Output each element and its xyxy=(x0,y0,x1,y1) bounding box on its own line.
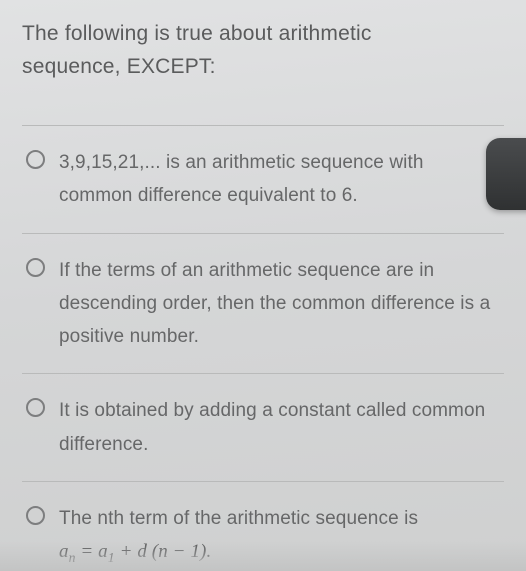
option-a[interactable]: 3,9,15,21,... is an arithmetic sequence … xyxy=(22,125,504,233)
option-c-text: It is obtained by adding a constant call… xyxy=(59,394,500,461)
question-line-1: The following is true about arithmetic xyxy=(22,22,372,45)
radio-unchecked-icon[interactable] xyxy=(26,506,45,525)
question-line-2: sequence, EXCEPT: xyxy=(22,55,216,78)
question-stem: The following is true about arithmetic s… xyxy=(22,18,504,83)
side-handle xyxy=(486,138,526,210)
bottom-shadow xyxy=(0,541,526,571)
options-list: 3,9,15,21,... is an arithmetic sequence … xyxy=(22,125,504,571)
radio-unchecked-icon[interactable] xyxy=(26,150,45,169)
option-c[interactable]: It is obtained by adding a constant call… xyxy=(22,373,504,481)
radio-unchecked-icon[interactable] xyxy=(26,398,45,417)
radio-unchecked-icon[interactable] xyxy=(26,258,45,277)
option-d-prefix: The nth term of the arithmetic sequence … xyxy=(59,508,418,529)
option-b-text: If the terms of an arithmetic sequence a… xyxy=(59,254,500,354)
option-b[interactable]: If the terms of an arithmetic sequence a… xyxy=(22,233,504,374)
quiz-container: The following is true about arithmetic s… xyxy=(0,0,526,571)
option-a-text: 3,9,15,21,... is an arithmetic sequence … xyxy=(59,146,500,213)
